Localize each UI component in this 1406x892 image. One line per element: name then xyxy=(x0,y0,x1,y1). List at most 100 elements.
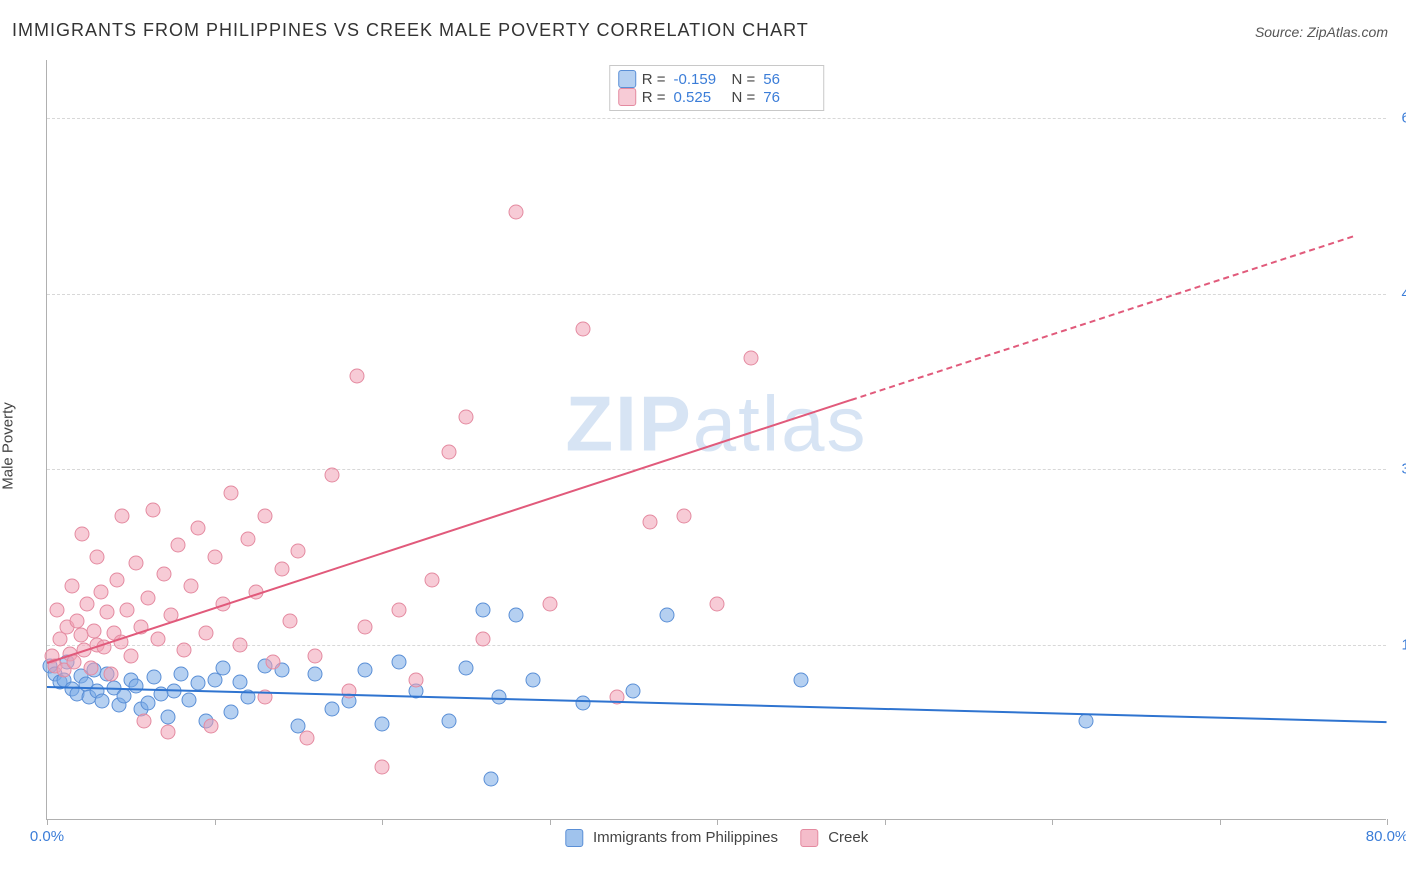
data-point xyxy=(308,649,323,664)
data-point xyxy=(147,670,162,685)
data-point xyxy=(128,678,143,693)
data-point xyxy=(308,666,323,681)
trend-line xyxy=(47,399,852,664)
data-point xyxy=(207,549,222,564)
n-value: 76 xyxy=(763,89,815,106)
data-point xyxy=(123,649,138,664)
data-point xyxy=(224,485,239,500)
data-point xyxy=(160,710,175,725)
data-point xyxy=(274,561,289,576)
data-point xyxy=(710,596,725,611)
data-point xyxy=(70,614,85,629)
x-tick-mark xyxy=(1052,819,1053,825)
gridline xyxy=(47,645,1386,646)
data-point xyxy=(358,620,373,635)
x-tick-mark xyxy=(550,819,551,825)
data-point xyxy=(100,604,115,619)
data-point xyxy=(137,713,152,728)
data-point xyxy=(120,602,135,617)
data-point xyxy=(375,717,390,732)
data-point xyxy=(324,468,339,483)
x-tick-label: 0.0% xyxy=(30,828,64,845)
gridline xyxy=(47,294,1386,295)
data-point xyxy=(128,555,143,570)
data-point xyxy=(659,608,674,623)
gridline xyxy=(47,118,1386,119)
data-point xyxy=(743,351,758,366)
data-point xyxy=(324,701,339,716)
legend-label: Immigrants from Philippines xyxy=(593,829,778,846)
data-point xyxy=(442,444,457,459)
data-point xyxy=(75,526,90,541)
data-point xyxy=(157,567,172,582)
n-label: N = xyxy=(732,71,756,88)
r-label: R = xyxy=(642,71,666,88)
y-axis-label: Male Poverty xyxy=(0,402,17,490)
data-point xyxy=(408,672,423,687)
data-point xyxy=(643,514,658,529)
data-point xyxy=(83,661,98,676)
data-point xyxy=(282,614,297,629)
data-point xyxy=(425,573,440,588)
data-point xyxy=(86,623,101,638)
data-point xyxy=(676,509,691,524)
data-point xyxy=(177,643,192,658)
data-point xyxy=(190,676,205,691)
data-point xyxy=(341,684,356,699)
legend-row-series-b: R = 0.525 N = 76 xyxy=(618,88,816,106)
data-point xyxy=(190,520,205,535)
legend-swatch-icon xyxy=(618,88,636,106)
data-point xyxy=(576,696,591,711)
data-point xyxy=(391,602,406,617)
watermark: ZIPatlas xyxy=(565,379,867,470)
data-point xyxy=(215,661,230,676)
trend-line xyxy=(851,235,1354,401)
data-point xyxy=(80,596,95,611)
data-point xyxy=(257,509,272,524)
data-point xyxy=(375,760,390,775)
data-point xyxy=(458,661,473,676)
data-point xyxy=(90,549,105,564)
y-tick-label: 15.0% xyxy=(1388,636,1406,653)
x-tick-mark xyxy=(382,819,383,825)
x-tick-mark xyxy=(885,819,886,825)
data-point xyxy=(525,672,540,687)
data-point xyxy=(204,719,219,734)
data-point xyxy=(170,538,185,553)
legend-swatch-icon xyxy=(800,829,818,847)
data-point xyxy=(174,666,189,681)
data-point xyxy=(140,696,155,711)
data-point xyxy=(65,579,80,594)
data-point xyxy=(110,573,125,588)
x-tick-label: 80.0% xyxy=(1366,828,1406,845)
data-point xyxy=(145,503,160,518)
data-point xyxy=(232,637,247,652)
y-tick-label: 30.0% xyxy=(1388,461,1406,478)
x-tick-mark xyxy=(47,819,48,825)
data-point xyxy=(117,689,132,704)
plot-area: ZIPatlas R = -0.159 N = 56 R = 0.525 N =… xyxy=(46,60,1386,820)
data-point xyxy=(509,205,524,220)
data-point xyxy=(184,579,199,594)
r-label: R = xyxy=(642,89,666,106)
legend-swatch-icon xyxy=(565,829,583,847)
x-tick-mark xyxy=(1220,819,1221,825)
x-tick-mark xyxy=(1387,819,1388,825)
legend-item: Immigrants from Philippines xyxy=(565,829,778,847)
data-point xyxy=(391,655,406,670)
data-point xyxy=(349,368,364,383)
y-tick-label: 45.0% xyxy=(1388,285,1406,302)
legend-item: Creek xyxy=(800,829,868,847)
data-point xyxy=(266,655,281,670)
x-tick-mark xyxy=(215,819,216,825)
data-point xyxy=(232,675,247,690)
data-point xyxy=(291,544,306,559)
data-point xyxy=(103,666,118,681)
data-point xyxy=(95,693,110,708)
data-point xyxy=(1078,713,1093,728)
data-point xyxy=(442,713,457,728)
data-point xyxy=(115,509,130,524)
data-point xyxy=(793,672,808,687)
r-value: -0.159 xyxy=(674,71,726,88)
data-point xyxy=(150,631,165,646)
